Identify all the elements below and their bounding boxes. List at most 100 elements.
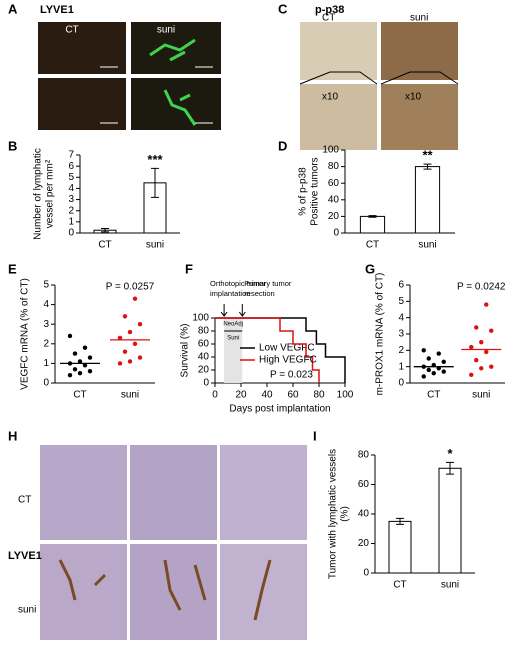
dot bbox=[484, 302, 489, 307]
y-tick-label: 6 bbox=[398, 280, 404, 291]
dot bbox=[421, 348, 426, 353]
micrograph bbox=[40, 544, 127, 640]
dot bbox=[431, 371, 436, 376]
micrograph bbox=[220, 544, 307, 640]
dot bbox=[117, 335, 123, 341]
micrograph bbox=[381, 84, 458, 150]
y-tick-label: 3 bbox=[43, 319, 49, 330]
bar bbox=[414, 166, 441, 234]
dot bbox=[87, 369, 93, 374]
x-tick-label: 0 bbox=[212, 390, 218, 401]
bar bbox=[388, 520, 412, 574]
panel-label: A bbox=[8, 1, 18, 16]
row-label: suni bbox=[18, 605, 36, 616]
x-tick-label: 20 bbox=[235, 390, 247, 401]
panel-label: E bbox=[8, 261, 17, 276]
legend-label: High VEGFC bbox=[259, 355, 317, 366]
row-label: CT bbox=[18, 495, 31, 506]
dot bbox=[426, 367, 431, 373]
dot bbox=[421, 374, 426, 379]
dot bbox=[122, 314, 128, 319]
error-bar bbox=[368, 215, 377, 218]
x-tick-label: suni bbox=[472, 390, 490, 401]
y-axis-label: VEGFC mRNA (% of CT) bbox=[20, 278, 31, 390]
y-axis-label: (%) bbox=[340, 506, 351, 522]
x-tick-label: suni bbox=[121, 390, 139, 401]
x-tick-label: CT bbox=[393, 580, 406, 591]
arrow-label: implantation bbox=[210, 289, 250, 298]
y-tick-label: 20 bbox=[198, 365, 210, 376]
y-tick-label: 4 bbox=[398, 312, 404, 323]
zoom-lines bbox=[299, 71, 459, 85]
dot bbox=[441, 359, 446, 364]
y-tick-label: 2 bbox=[398, 345, 404, 356]
y-tick-label: 3 bbox=[398, 329, 404, 340]
y-tick-label: 0 bbox=[43, 378, 49, 389]
stain-label: LYVE1 bbox=[8, 550, 42, 562]
magnification: x10 bbox=[322, 92, 339, 103]
shade-label: Suni bbox=[227, 336, 239, 342]
legend-label: Low VEGFC bbox=[259, 343, 315, 354]
column-label: suni bbox=[410, 13, 428, 24]
y-tick-label: 4 bbox=[68, 183, 74, 194]
survival-line bbox=[215, 317, 320, 383]
shade bbox=[224, 318, 243, 383]
x-tick-label: CT bbox=[73, 390, 86, 401]
y-tick-label: 40 bbox=[198, 352, 210, 363]
y-tick-label: 0 bbox=[398, 378, 404, 389]
micrograph bbox=[300, 84, 377, 150]
p-value: P = 0.0257 bbox=[106, 282, 155, 293]
y-tick-label: 80 bbox=[198, 326, 210, 337]
micrograph bbox=[381, 22, 458, 80]
dot bbox=[77, 359, 83, 364]
dot bbox=[132, 296, 138, 301]
dot bbox=[137, 355, 143, 360]
micrograph bbox=[38, 22, 126, 74]
panel-label: F bbox=[185, 261, 193, 276]
dot bbox=[441, 369, 446, 374]
error-bar bbox=[446, 461, 454, 475]
y-axis-label: Survival (%) bbox=[180, 324, 191, 378]
y-tick-label: 40 bbox=[328, 194, 340, 205]
dot bbox=[479, 339, 484, 345]
y-tick-label: 60 bbox=[358, 479, 370, 490]
x-tick-label: suni bbox=[146, 240, 164, 251]
y-tick-label: 0 bbox=[333, 228, 339, 239]
y-tick-label: 2 bbox=[43, 338, 49, 349]
x-tick-label: CT bbox=[98, 240, 111, 251]
y-tick-label: 20 bbox=[328, 211, 340, 222]
dot bbox=[132, 341, 138, 346]
y-tick-label: 100 bbox=[322, 145, 339, 156]
dot bbox=[67, 333, 73, 339]
bar bbox=[359, 215, 386, 234]
panel-label: C bbox=[278, 1, 288, 16]
shade-label: NeoAdj bbox=[223, 322, 243, 328]
column-label: suni bbox=[157, 25, 175, 36]
y-tick-label: 60 bbox=[328, 178, 340, 189]
panel-title: p-p38 bbox=[315, 4, 344, 16]
x-tick-label: 100 bbox=[337, 390, 354, 401]
dot bbox=[82, 345, 88, 350]
dot bbox=[67, 372, 73, 378]
y-axis-label: m-PROX1 mRNA (% of CT) bbox=[375, 273, 386, 396]
y-tick-label: 60 bbox=[198, 339, 210, 350]
dot bbox=[127, 359, 133, 364]
dot bbox=[469, 344, 474, 350]
y-tick-label: 20 bbox=[358, 538, 370, 549]
arrow bbox=[238, 304, 246, 317]
y-tick-label: 0 bbox=[363, 568, 369, 579]
x-tick-label: CT bbox=[366, 240, 379, 251]
micrograph bbox=[220, 445, 307, 540]
y-tick-label: 5 bbox=[398, 296, 404, 307]
y-tick-label: 2 bbox=[68, 205, 74, 216]
x-tick-label: CT bbox=[427, 390, 440, 401]
x-tick-label: suni bbox=[418, 240, 436, 251]
micrograph bbox=[130, 445, 217, 540]
y-tick-label: 6 bbox=[68, 161, 74, 172]
dot bbox=[82, 363, 88, 368]
panel-label: D bbox=[278, 138, 287, 153]
panel-label: G bbox=[365, 261, 375, 276]
dot bbox=[426, 356, 431, 361]
dot bbox=[72, 367, 78, 372]
